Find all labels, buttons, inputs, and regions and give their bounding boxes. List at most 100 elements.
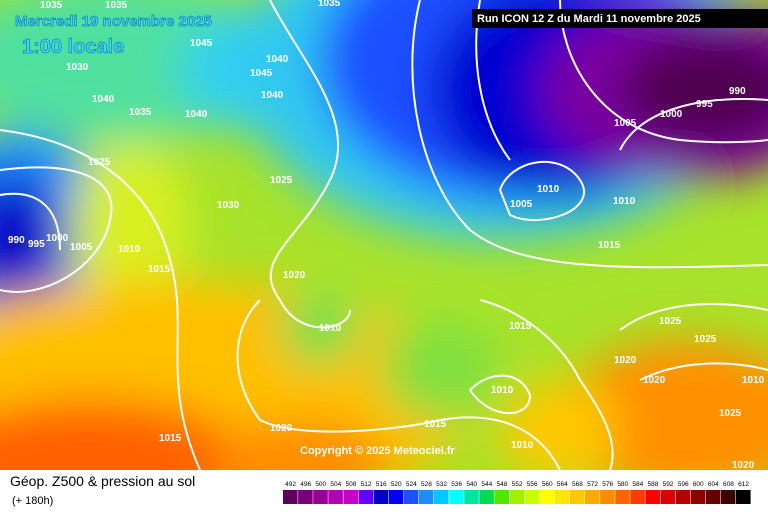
isobar-label: 1020 [614, 355, 637, 366]
scale-label: 608 [723, 481, 734, 488]
scale-label: 596 [678, 481, 689, 488]
isobar-label: 1020 [643, 375, 666, 386]
scale-label: 532 [436, 481, 447, 488]
scale-swatch [479, 490, 494, 504]
isobar-label: 1025 [88, 157, 111, 168]
scale-swatch [585, 490, 600, 504]
isobar-label: 1025 [694, 334, 717, 345]
isobar-label: 1035 [318, 0, 341, 9]
scale-swatch [388, 490, 404, 504]
scale-label: 564 [557, 481, 568, 488]
isobar-label: 1020 [283, 270, 306, 281]
scale-label: 556 [527, 481, 538, 488]
scale-label: 524 [406, 481, 417, 488]
scale-label: 540 [466, 481, 477, 488]
scale-swatch [358, 490, 374, 504]
isobar-label: 1030 [66, 62, 89, 73]
isobar-label: 1015 [509, 321, 532, 332]
scale-swatch [494, 490, 509, 504]
scale-swatch [600, 490, 615, 504]
scale-swatch [373, 490, 389, 504]
scale-swatch [418, 490, 434, 504]
run-info: Run ICON 12 Z du Mardi 11 novembre 2025 [477, 13, 701, 25]
scale-label: 552 [512, 481, 523, 488]
isobar-label: 990 [8, 235, 25, 246]
scale-label: 600 [693, 481, 704, 488]
legend-title: Géop. Z500 & pression au sol [10, 473, 195, 489]
copyright: Copyright © 2025 Meteociel.fr [300, 445, 456, 457]
scale-swatch [630, 490, 645, 504]
scale-swatch [283, 490, 298, 504]
scale-label: 568 [572, 481, 583, 488]
scale-label: 508 [346, 481, 357, 488]
scale-swatch [720, 490, 736, 504]
isobar-label: 1015 [148, 264, 171, 275]
isobar-label: 1040 [261, 90, 284, 101]
scale-swatch [524, 490, 540, 504]
scale-label: 500 [315, 481, 326, 488]
scale-swatch [464, 490, 479, 504]
scale-label: 544 [481, 481, 492, 488]
isobar-label: 995 [696, 99, 713, 110]
valid-time: 1:00 locale [22, 36, 124, 58]
scale-label: 548 [497, 481, 508, 488]
isobar-label: 1010 [319, 323, 342, 334]
isobar-label: 1035 [105, 0, 128, 11]
scale-label: 512 [361, 481, 372, 488]
scale-label: 492 [285, 481, 296, 488]
scale-swatch [690, 490, 706, 504]
scale-swatch [569, 490, 585, 504]
isobar-label: 995 [28, 239, 45, 250]
scale-label: 588 [648, 481, 659, 488]
scale-label: 504 [330, 481, 341, 488]
scale-swatch [403, 490, 419, 504]
lead-time: (+ 180h) [12, 495, 53, 507]
scale-label: 560 [542, 481, 553, 488]
isobar-label: 1000 [660, 109, 683, 120]
scale-label: 612 [738, 481, 749, 488]
isobar-label: 1010 [537, 184, 560, 195]
isobar-label: 1010 [742, 375, 765, 386]
scale-swatch [343, 490, 358, 504]
isobar-label: 1045 [190, 38, 213, 49]
scale-swatch [736, 490, 751, 504]
isobar-label: 1010 [613, 196, 636, 207]
scale-label: 528 [421, 481, 432, 488]
isobar-label: 1040 [266, 54, 289, 65]
isobar-label: 1010 [118, 244, 141, 255]
scale-swatch [645, 490, 660, 504]
isobar-label: 1020 [270, 423, 293, 434]
isobar-label: 1045 [250, 68, 273, 79]
isobars [0, 0, 768, 470]
scale-swatch [615, 490, 630, 504]
scale-label: 520 [391, 481, 402, 488]
isobar-label: 1015 [598, 240, 621, 251]
scale-swatch [298, 490, 313, 504]
scale-swatch [675, 490, 691, 504]
scale-label: 584 [632, 481, 643, 488]
isobar-label: 1010 [511, 440, 534, 451]
isobar-label: 1005 [614, 118, 637, 129]
scale-swatch [554, 490, 570, 504]
scale-label: 604 [708, 481, 719, 488]
isobar-label: 1025 [719, 408, 742, 419]
scale-swatch [434, 490, 449, 504]
isobar-label: 1000 [46, 233, 69, 244]
isobar-label: 1040 [92, 94, 115, 105]
isobar-label: 1025 [659, 316, 682, 327]
scale-label: 496 [300, 481, 311, 488]
isobar-label: 1005 [510, 199, 533, 210]
scale-swatch [660, 490, 676, 504]
isobar-label: 1010 [491, 385, 514, 396]
scale-swatch [539, 490, 555, 504]
scale-label: 592 [663, 481, 674, 488]
isobar-label: 990 [729, 86, 746, 97]
scale-swatch [328, 490, 343, 504]
isobar-label: 1015 [159, 433, 182, 444]
scale-swatch [313, 490, 328, 504]
isobar-label: 1005 [70, 242, 93, 253]
scale-label: 572 [587, 481, 598, 488]
isobar-label: 1035 [40, 0, 63, 11]
scale-label: 580 [617, 481, 628, 488]
